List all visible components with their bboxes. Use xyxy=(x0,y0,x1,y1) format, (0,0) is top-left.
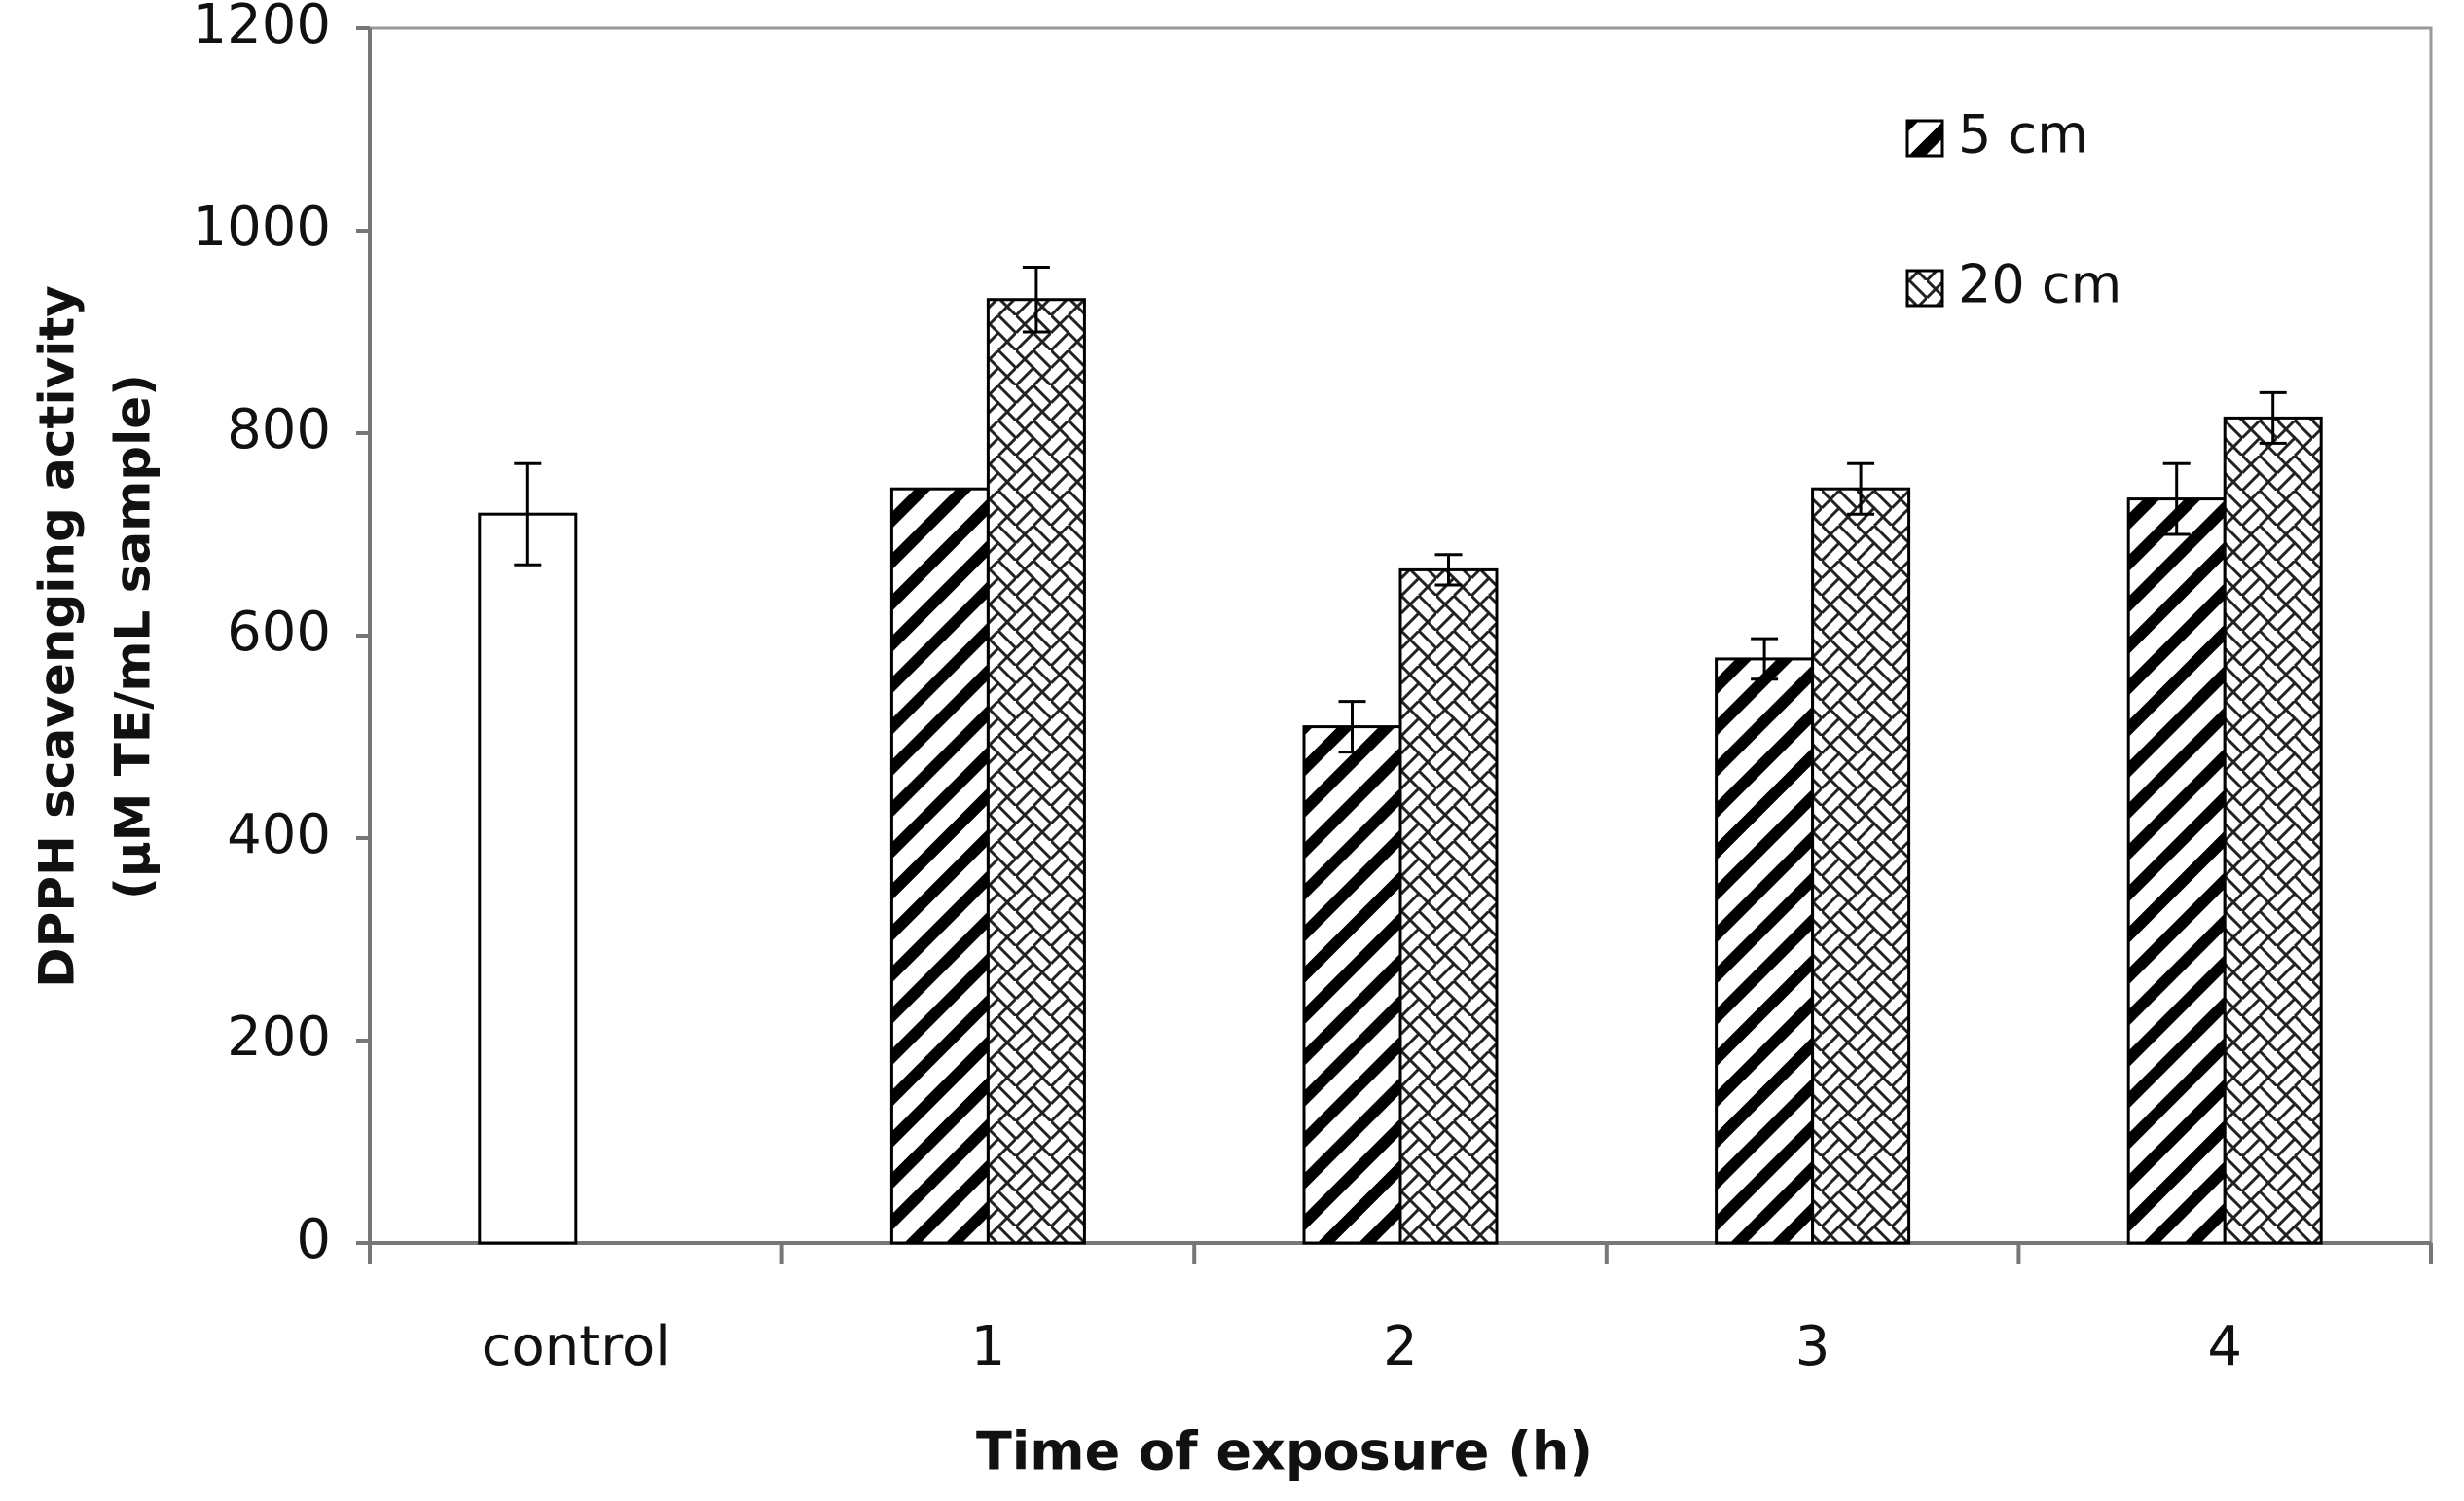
error-bar xyxy=(1338,700,1366,754)
x-tick-label: control xyxy=(482,1315,670,1378)
plot-frame xyxy=(370,26,2433,1243)
error-bar xyxy=(514,461,542,567)
x-tick-label: 3 xyxy=(1795,1315,1830,1378)
x-tick-label: 2 xyxy=(1383,1315,1418,1378)
y-tick-label: 200 xyxy=(227,1006,331,1069)
legend-swatch xyxy=(1905,269,1944,308)
error-bar xyxy=(1434,553,1463,587)
x-tick-label: 4 xyxy=(2207,1315,2242,1378)
error-bar xyxy=(2259,390,2287,445)
x-tick-label: 1 xyxy=(971,1315,1006,1378)
bar xyxy=(1715,657,1815,1245)
y-axis-title: (µM TE/mL sample) xyxy=(105,374,162,899)
y-tick-label: 1200 xyxy=(192,0,331,56)
y-tick-label: 0 xyxy=(296,1208,331,1271)
legend-swatch xyxy=(1905,119,1944,158)
bar xyxy=(1398,567,1499,1245)
error-bar xyxy=(2162,461,2191,536)
y-tick-label: 1000 xyxy=(192,196,331,259)
legend-label: 5 cm xyxy=(1958,104,2088,165)
y-tick-label: 800 xyxy=(227,398,331,461)
y-tick-label: 400 xyxy=(227,803,331,866)
x-axis-title: Time of exposure (h) xyxy=(976,1421,1593,1483)
bar xyxy=(889,487,990,1245)
bar xyxy=(2126,497,2227,1245)
legend-label: 20 cm xyxy=(1958,254,2121,315)
bar xyxy=(2223,416,2323,1245)
bar xyxy=(1302,725,1402,1245)
y-axis-title: DPPH scavenging activity xyxy=(29,285,86,988)
bar xyxy=(478,512,578,1245)
bar xyxy=(1811,487,1911,1245)
error-bar xyxy=(1022,265,1050,334)
error-bar xyxy=(1751,637,1779,681)
bar xyxy=(986,298,1086,1245)
error-bar xyxy=(1847,461,1875,516)
y-tick-label: 600 xyxy=(227,601,331,664)
